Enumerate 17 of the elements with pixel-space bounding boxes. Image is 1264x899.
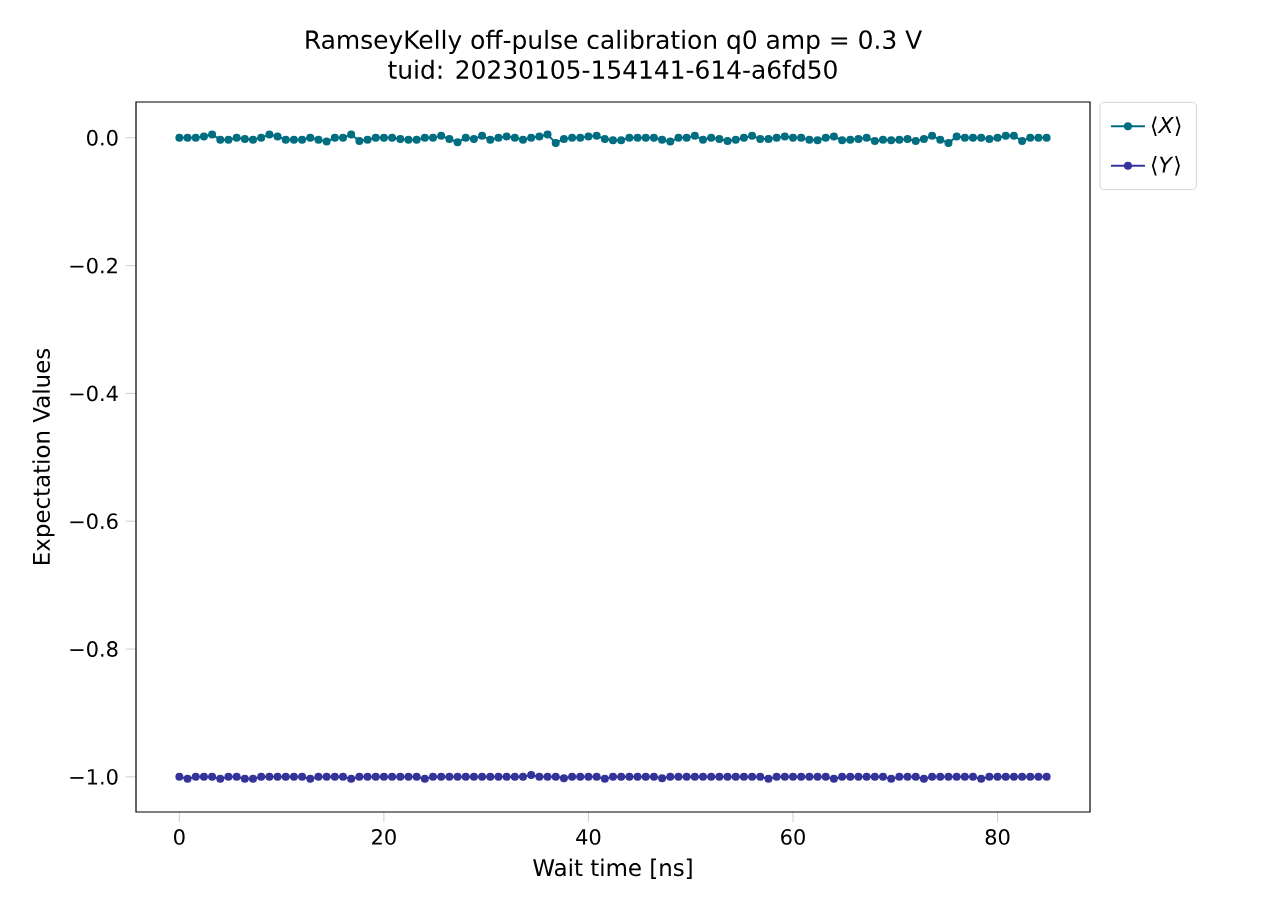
x-tick-label: 40	[576, 829, 601, 845]
y-tick-label: −1.0	[70, 768, 118, 785]
y-axis-title: Expectation Values	[32, 348, 55, 564]
legend-label: ⟨Y⟩	[1151, 155, 1180, 176]
x-tick-label: 0	[174, 829, 185, 845]
chart-title: RamseyKelly off-pulse calibration q0 amp = 0.3 V	[306, 29, 922, 54]
x-tick-label: 20	[372, 829, 396, 845]
chart-subtitle: tuid: 20230105-154141-614-a6fd50	[388, 59, 837, 79]
y-tick-label: −0.8	[70, 641, 118, 657]
x-axis-title: Wait time [ns]	[533, 858, 692, 879]
legend-label: ⟨X⟩	[1151, 116, 1181, 136]
y-tick-label: 0.0	[87, 129, 118, 146]
y-tick-label: −0.2	[70, 257, 117, 274]
x-tick-label: 60	[781, 829, 805, 845]
x-tick-label: 80	[985, 829, 1010, 845]
y-tick-label: −0.6	[70, 513, 118, 530]
y-tick-label: −0.4	[70, 385, 118, 402]
